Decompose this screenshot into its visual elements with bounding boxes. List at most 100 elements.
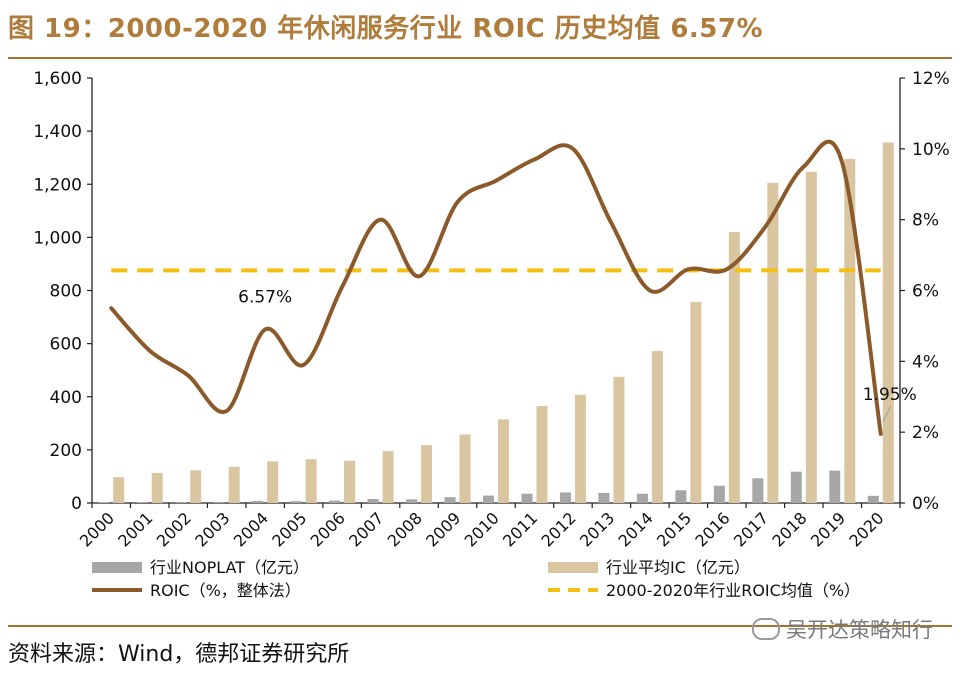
bar-ic (613, 376, 625, 503)
chart-lines (109, 139, 883, 436)
bar-noplat (213, 501, 225, 503)
roic-line (109, 139, 883, 436)
x-tick-label: 2014 (615, 508, 657, 550)
bar-noplat (675, 490, 687, 503)
chart-bars (98, 142, 894, 503)
bar-noplat (329, 500, 341, 503)
x-tick-label: 2012 (538, 508, 580, 550)
legend-swatch-ic (548, 562, 598, 573)
x-tick-label: 2003 (191, 508, 233, 550)
x-tick-label: 2007 (345, 508, 387, 550)
watermark-text: 吴开达策略知行 (786, 618, 933, 642)
legend-label-roic: ROIC（%，整体法） (150, 581, 301, 600)
avg-value-label: 6.57% (238, 287, 292, 307)
bar-noplat (829, 470, 841, 503)
x-tick-label: 2008 (384, 508, 426, 550)
y-left-tick-label: 1,000 (33, 228, 82, 248)
bar-ic (459, 434, 471, 503)
bar-ic (805, 171, 817, 503)
bar-noplat (252, 500, 264, 503)
legend-label-avg: 2000-2020年行业ROIC均值（%） (606, 581, 860, 600)
x-tick-label: 2011 (499, 508, 541, 550)
bar-noplat (175, 501, 187, 503)
y-right-tick-label: 10% (912, 140, 950, 160)
bar-noplat (636, 493, 648, 503)
bar-ic (190, 470, 202, 503)
x-tick-label: 2004 (230, 508, 272, 550)
x-tick-label: 2005 (268, 508, 310, 550)
y-left-tick-label: 200 (50, 441, 82, 461)
x-tick-label: 2013 (576, 508, 618, 550)
y-left-tick-label: 0 (71, 494, 82, 514)
bar-noplat (406, 499, 418, 503)
x-tick-label: 2020 (845, 508, 887, 550)
footer-divider (8, 625, 952, 627)
bar-ic (228, 466, 240, 503)
y-right-tick-label: 0% (912, 494, 939, 514)
x-tick-label: 2000 (76, 508, 118, 550)
bar-ic (498, 419, 509, 503)
x-tick-label: 2015 (653, 508, 695, 550)
chart-labels: 6.57% 1.95% (238, 287, 917, 423)
x-tick-label: 2018 (768, 508, 810, 550)
y-left-tick-label: 400 (50, 388, 82, 408)
roic-last-leader (882, 405, 892, 423)
bar-ic (882, 142, 894, 503)
x-tick-label: 2010 (461, 508, 503, 550)
bar-noplat (790, 471, 802, 503)
bar-ic (305, 459, 317, 503)
source-note: 资料来源：Wind，德邦证券研究所 (8, 642, 350, 667)
bar-noplat (713, 485, 725, 503)
x-tick-label: 2002 (153, 508, 195, 550)
figure-title: 图 19：2000-2020 年休闲服务行业 ROIC 历史均值 6.57% (8, 14, 764, 44)
bar-noplat (444, 497, 456, 503)
bar-ic (690, 301, 702, 503)
y-right-tick-label: 8% (912, 211, 939, 231)
bar-ic (267, 461, 279, 503)
bar-noplat (521, 493, 533, 503)
bar-noplat (867, 495, 879, 503)
y-right-tick-label: 2% (912, 423, 939, 443)
bar-noplat (367, 499, 379, 503)
bar-noplat (559, 492, 571, 503)
y-left-tick-label: 1,200 (33, 175, 82, 195)
watermark: 吴开达策略知行 (752, 614, 933, 644)
y-right-tick-label: 4% (912, 352, 939, 372)
bar-ic (344, 460, 356, 503)
bar-ic (421, 445, 433, 503)
bar-ic (574, 394, 586, 503)
x-tick-label: 2017 (730, 508, 772, 550)
legend-label-noplat: 行业NOPLAT（亿元） (150, 558, 309, 577)
roic-last-value-label: 1.95% (863, 385, 917, 405)
bar-ic (113, 477, 125, 503)
bar-noplat (290, 501, 302, 503)
y-left-tick-label: 800 (50, 282, 82, 302)
bar-noplat (598, 492, 610, 503)
y-left-tick-label: 1,600 (33, 69, 82, 89)
y-left-tick-label: 1,400 (33, 122, 82, 142)
bar-noplat (136, 502, 148, 503)
x-tick-label: 2006 (307, 508, 349, 550)
x-tick-label: 2016 (691, 508, 733, 550)
bar-noplat (752, 478, 764, 503)
bar-noplat (98, 502, 110, 503)
legend: 行业NOPLAT（亿元） 行业平均IC（亿元） ROIC（%，整体法） 2000-20… (92, 558, 860, 600)
bar-ic (151, 472, 163, 503)
y-right-tick-label: 12% (912, 69, 950, 89)
title-divider (8, 57, 952, 59)
legend-label-ic: 行业平均IC（亿元） (606, 558, 750, 577)
y-right-tick-label: 6% (912, 282, 939, 302)
y-left-tick-label: 600 (50, 335, 82, 355)
x-tick-label: 2001 (114, 508, 156, 550)
bar-ic (536, 406, 548, 503)
x-tick-label: 2009 (422, 508, 464, 550)
bar-ic (844, 159, 856, 503)
bar-ic (651, 351, 663, 503)
legend-swatch-noplat (92, 562, 142, 573)
bar-ic (767, 182, 779, 503)
bar-ic (728, 232, 740, 503)
bar-noplat (483, 495, 494, 503)
bar-ic (382, 451, 394, 503)
wechat-icon (752, 618, 780, 640)
x-tick-label: 2019 (807, 508, 849, 550)
